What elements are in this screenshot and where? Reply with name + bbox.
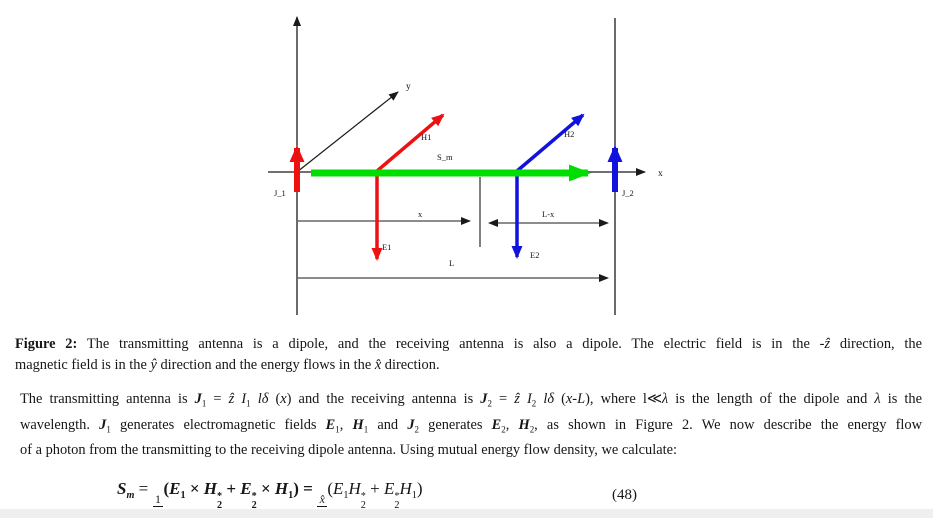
label-j1: J_1: [274, 188, 286, 198]
label-dim-x: x: [418, 209, 423, 219]
figure-2-diagram: y x H1 H2 S_m J_1 J_2 E1 E2 x L-x L: [268, 16, 663, 315]
equation-number: (48): [612, 487, 637, 503]
paragraph-line: of a photon from the transmitting to the…: [20, 442, 677, 459]
body-paragraph: The transmitting antenna is J1 = ẑ I1 lδ…: [20, 389, 922, 461]
label-x-axis: x: [658, 169, 663, 179]
y-axis-line: [296, 91, 399, 173]
label-y-axis: y: [406, 82, 411, 92]
label-h2: H2: [564, 129, 574, 139]
label-e1: E1: [382, 242, 391, 252]
caption-line: Figure 2: The transmitting antenna is a …: [15, 336, 922, 352]
label-e2: E2: [530, 250, 539, 260]
label-j2: J_2: [622, 188, 634, 198]
h2-field-arrow: [515, 113, 585, 173]
label-s-m: S_m: [437, 152, 453, 162]
caption-line: magnetic field is in the ŷ direction and…: [15, 357, 440, 374]
figure-caption: Figure 2: The transmitting antenna is a …: [15, 334, 922, 377]
paragraph-line: wavelength. J1 generates electromagnetic…: [20, 416, 922, 435]
paragraph-line: The transmitting antenna is J1 = ẑ I1 lδ…: [20, 391, 922, 409]
page-bottom-edge: [0, 509, 933, 518]
label-h1: H1: [421, 132, 431, 142]
label-dim-l: L: [449, 258, 454, 268]
label-dim-l-minus-x: L-x: [542, 209, 555, 219]
h1-field-arrow: [375, 113, 445, 173]
